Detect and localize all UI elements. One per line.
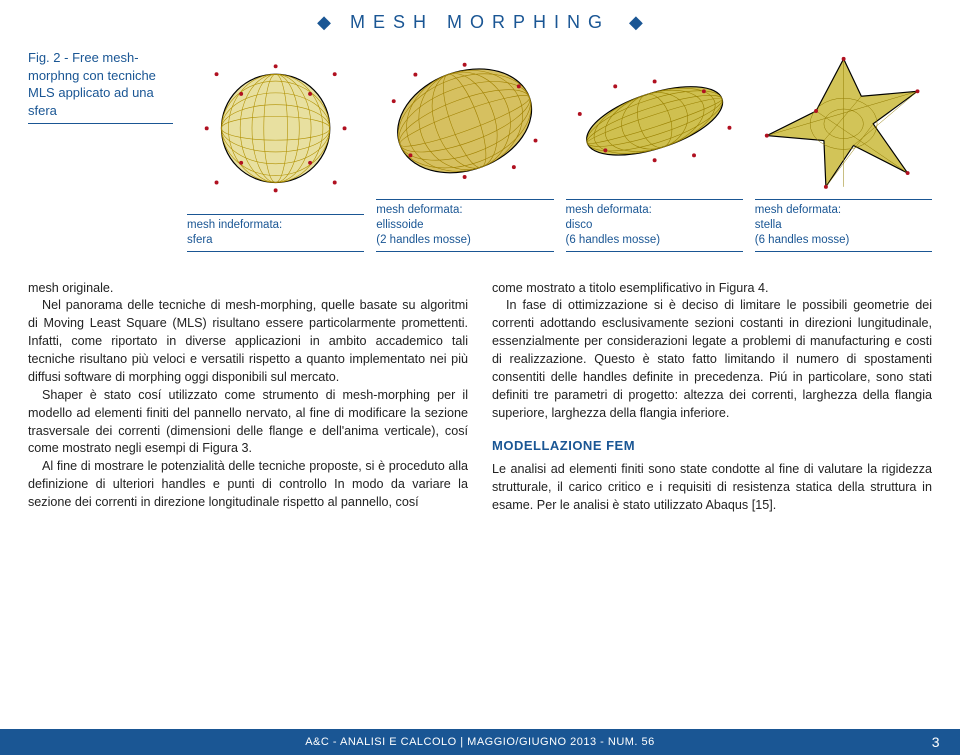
panel-stella: mesh deformata: stella (6 handles mosse) <box>755 47 932 252</box>
header-title-text: MESH MORPHING <box>350 12 610 32</box>
panel-cap-line: (2 handles mosse) <box>376 233 553 248</box>
panel-stella-img <box>755 47 932 195</box>
figure-caption-line: sfera <box>28 102 173 120</box>
footer-bar: A&C - ANALISI E CALCOLO | MAGGIO/GIUGNO … <box>0 729 960 755</box>
panel-cap-line: ellissoide <box>376 218 553 233</box>
panel-cap-line: disco <box>566 218 743 233</box>
panel-stella-caption: mesh deformata: stella (6 handles mosse) <box>755 199 932 252</box>
column-right: come mostrato a titolo esemplificativo i… <box>492 280 932 515</box>
panel-cap-line: mesh deformata: <box>566 203 743 218</box>
panel-disco-caption: mesh deformata: disco (6 handles mosse) <box>566 199 743 252</box>
caption-rule <box>28 123 173 124</box>
diamond-icon: ◆ <box>629 12 643 32</box>
para-text: Nel panorama delle tecniche di mesh-morp… <box>28 298 468 330</box>
panel-disco-img <box>566 47 743 195</box>
para-text: Infatti, come riportato in diverse appli… <box>28 334 468 384</box>
panel-cap-line: (6 handles mosse) <box>755 233 932 248</box>
figure-caption-line: Fig. 2 - Free mesh- <box>28 49 173 67</box>
page-number: 3 <box>932 734 940 750</box>
caption-rule <box>376 251 553 252</box>
caption-rule <box>755 251 932 252</box>
para: mesh originale. <box>28 280 468 298</box>
page-header: ◆ MESH MORPHING ◆ <box>0 0 960 41</box>
panel-cap-line: (6 handles mosse) <box>566 233 743 248</box>
figure-panels: mesh indeformata: sfera <box>187 47 932 252</box>
para: Shaper è stato cosí utilizzato come stru… <box>28 387 468 459</box>
caption-rule <box>566 251 743 252</box>
para: In fase di ottimizzazione si è deciso di… <box>492 297 932 422</box>
para: Al fine di mostrare le potenzialità dell… <box>28 458 468 512</box>
figure-caption: Fig. 2 - Free mesh- morphng con tecniche… <box>28 47 173 252</box>
panel-sphere: mesh indeformata: sfera <box>187 47 364 252</box>
footer-text: A&C - ANALISI E CALCOLO | MAGGIO/GIUGNO … <box>305 736 655 748</box>
para: Nel panorama delle tecniche di mesh-morp… <box>28 297 468 386</box>
diamond-icon: ◆ <box>317 12 331 32</box>
para-text: mesh originale. <box>28 281 113 295</box>
panel-cap-line: mesh indeformata: <box>187 218 364 233</box>
para: Le analisi ad elementi finiti sono state… <box>492 461 932 515</box>
section-heading: MODELLAZIONE FEM <box>492 437 932 455</box>
panel-cap-line: mesh deformata: <box>376 203 553 218</box>
caption-rule <box>187 251 364 252</box>
body-columns: mesh originale. Nel panorama delle tecni… <box>0 270 960 515</box>
panel-cap-line: sfera <box>187 233 364 248</box>
panel-ellipsoid: mesh deformata: ellissoide (2 handles mo… <box>376 47 553 252</box>
panel-ellipsoid-img <box>376 47 553 195</box>
panel-disco: mesh deformata: disco (6 handles mosse) <box>566 47 743 252</box>
figure-row: Fig. 2 - Free mesh- morphng con tecniche… <box>0 41 960 270</box>
figure-caption-line: MLS applicato ad una <box>28 84 173 102</box>
panel-sphere-caption: mesh indeformata: sfera <box>187 214 364 252</box>
column-left: mesh originale. Nel panorama delle tecni… <box>28 280 468 515</box>
panel-sphere-img <box>187 47 364 210</box>
panel-ellipsoid-caption: mesh deformata: ellissoide (2 handles mo… <box>376 199 553 252</box>
panel-cap-line: stella <box>755 218 932 233</box>
panel-cap-line: mesh deformata: <box>755 203 932 218</box>
header-title: ◆ MESH MORPHING ◆ <box>0 12 960 33</box>
figure-caption-line: morphng con tecniche <box>28 67 173 85</box>
para: come mostrato a titolo esemplificativo i… <box>492 280 932 298</box>
